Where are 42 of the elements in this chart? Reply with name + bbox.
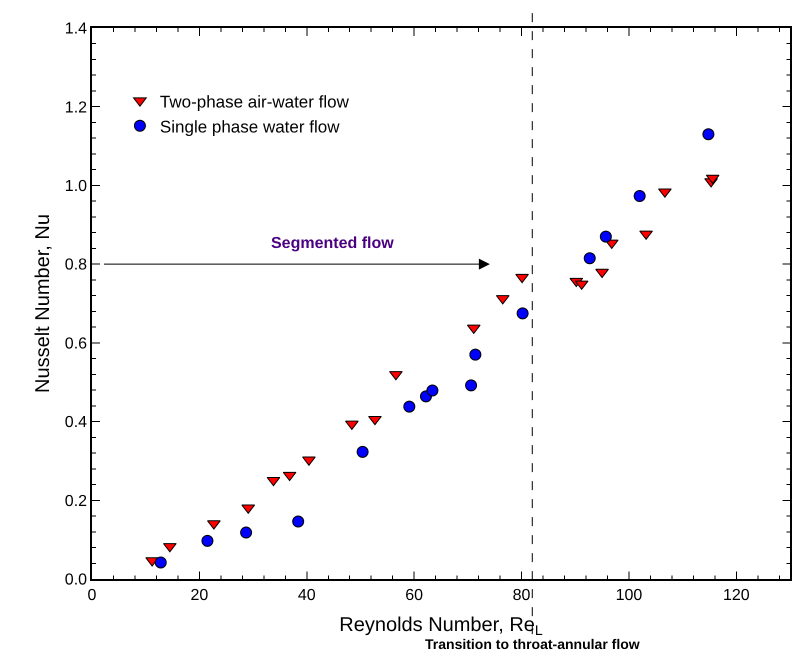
x-tick-label: 120 [722,586,750,604]
point [154,556,167,568]
point [403,400,416,413]
y-tick-label: 0.8 [64,256,88,274]
y-axis-title: Nusselt Number, Nu [32,214,54,393]
point [292,516,304,528]
point [282,472,296,482]
point [658,188,672,198]
point [595,268,609,278]
point [356,446,369,458]
point [634,190,646,202]
point [201,534,214,547]
x-tick-label: 20 [190,586,208,604]
annotation: Segmented flow [271,235,394,252]
y-tick-label: 0.0 [64,572,88,589]
x-tick-label: 100 [616,586,642,604]
ref-line-label: Transition to throat-annular flow [425,636,640,652]
y-tick-label: 1.0 [64,178,88,196]
y-tick-label: 1.2 [64,99,88,116]
x-tick-label: 0 [88,586,97,604]
point [465,379,478,392]
y-tick-label: 0.6 [64,335,88,352]
point [426,384,438,396]
legend-label: Single phase water flow [160,117,340,136]
point [207,520,221,530]
legend-label: Two-phase air-water flow [160,92,350,112]
x-tick-label: 60 [405,586,424,604]
y-tick-label: 1.4 [64,20,88,38]
point [240,526,252,539]
x-tick-label: 80 [512,586,531,604]
point [368,416,382,426]
point [516,307,529,320]
point [600,230,612,243]
y-tick-label: 0.4 [64,414,88,432]
point [515,274,529,284]
y-tick-label: 0.2 [64,492,88,510]
x-tick-label: 40 [298,586,316,604]
point [469,348,482,361]
x-axis-title: Reynolds Number, Re$_{L}$ [339,614,543,638]
point [266,476,280,486]
point [584,252,596,264]
point [702,128,714,140]
